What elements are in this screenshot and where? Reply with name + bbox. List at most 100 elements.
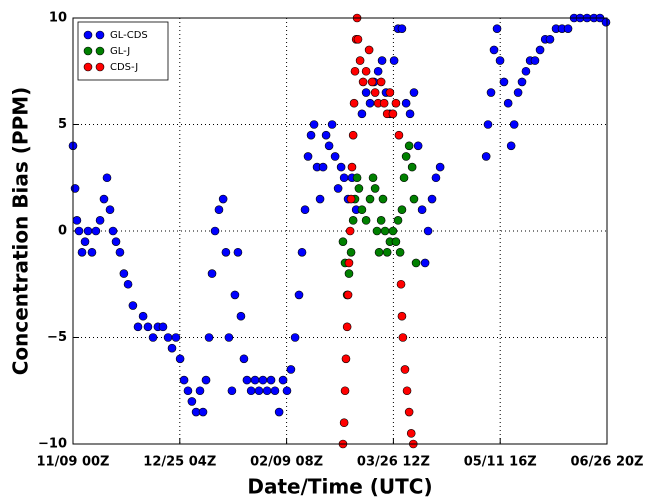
point: [345, 226, 355, 236]
point: [286, 365, 296, 374]
point: [380, 226, 390, 236]
point: [324, 141, 334, 151]
point: [406, 429, 416, 438]
point: [183, 386, 193, 396]
point: [282, 386, 292, 396]
point: [336, 162, 346, 172]
point: [535, 45, 545, 55]
point: [70, 184, 80, 193]
point: [370, 88, 380, 97]
point: [492, 24, 502, 33]
y-tick-label: 10: [49, 11, 67, 26]
point: [394, 130, 404, 140]
point: [513, 88, 523, 97]
x-tick-label: 03/26 12Z: [357, 455, 430, 470]
y-tick-label: 5: [58, 117, 67, 132]
point: [128, 301, 138, 310]
point: [521, 66, 531, 76]
point: [409, 88, 419, 97]
point: [517, 77, 527, 87]
point: [102, 173, 112, 183]
point: [171, 333, 181, 342]
point: [346, 248, 356, 257]
y-tick-label: −5: [47, 330, 67, 345]
point: [431, 173, 441, 183]
point: [397, 205, 407, 214]
point: [395, 248, 405, 257]
point: [290, 333, 300, 342]
point: [401, 98, 411, 108]
point: [115, 248, 125, 257]
point: [344, 269, 354, 278]
point: [401, 152, 411, 161]
point: [413, 141, 423, 151]
legend-label: CDS-J: [110, 62, 138, 73]
series: [68, 13, 611, 417]
point: [382, 248, 392, 257]
legend-marker: [95, 46, 105, 56]
point: [486, 88, 496, 97]
point: [218, 194, 228, 204]
series: [338, 13, 418, 449]
point: [503, 98, 513, 108]
legend-box: [77, 21, 169, 81]
point: [376, 216, 386, 225]
legend-marker: [95, 62, 105, 72]
point: [530, 56, 540, 65]
point: [341, 354, 351, 364]
point: [210, 226, 220, 236]
point: [91, 226, 101, 236]
point: [357, 109, 367, 119]
point: [404, 407, 414, 417]
point: [435, 162, 445, 172]
point: [214, 205, 224, 214]
legend-label: GL-J: [110, 46, 130, 57]
point: [365, 194, 375, 204]
point: [87, 248, 97, 257]
point: [233, 248, 243, 257]
point: [358, 77, 368, 87]
point: [423, 226, 433, 236]
point: [409, 194, 419, 204]
point: [400, 365, 410, 374]
point: [489, 45, 499, 55]
point: [111, 237, 121, 246]
point: [367, 77, 377, 87]
point: [315, 194, 325, 204]
point: [499, 77, 509, 87]
point: [95, 216, 105, 225]
point: [506, 141, 516, 151]
point: [376, 77, 386, 87]
legend-marker: [83, 46, 93, 56]
point: [370, 184, 380, 193]
point: [108, 226, 118, 236]
point: [250, 375, 260, 385]
point: [297, 248, 307, 257]
x-tick-label: 12/25 04Z: [143, 455, 216, 470]
x-tick-label: 02/09 08Z: [250, 455, 323, 470]
point: [300, 205, 310, 214]
point: [239, 354, 249, 364]
point: [306, 130, 316, 140]
point: [404, 141, 414, 151]
point: [227, 386, 237, 396]
point: [339, 173, 349, 183]
point: [346, 194, 356, 204]
point: [278, 375, 288, 385]
point: [365, 98, 375, 108]
point: [254, 386, 264, 396]
point: [207, 269, 217, 278]
point: [354, 184, 364, 193]
point: [242, 375, 252, 385]
plot-frame: [72, 17, 608, 445]
y-tick-label: −10: [38, 437, 67, 452]
point: [198, 407, 208, 417]
point: [179, 375, 189, 385]
point: [483, 120, 493, 129]
point: [349, 98, 359, 108]
point: [333, 184, 343, 193]
legend-marker: [83, 62, 93, 72]
x-tick-label: 05/11 16Z: [464, 455, 537, 470]
point: [258, 375, 268, 385]
point: [187, 397, 197, 406]
